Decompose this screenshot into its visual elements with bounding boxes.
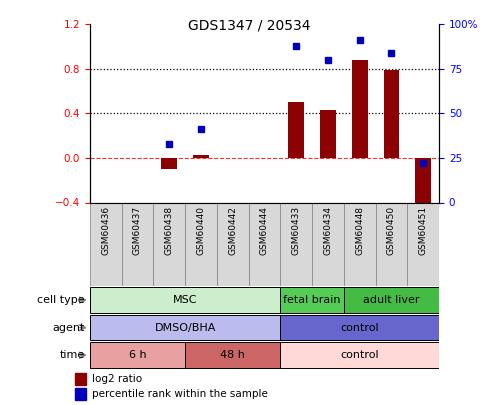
Bar <box>217 202 249 286</box>
Text: MSC: MSC <box>173 295 197 305</box>
Text: 6 h: 6 h <box>129 350 146 360</box>
Bar <box>90 342 185 368</box>
Bar <box>344 287 439 313</box>
Text: percentile rank within the sample: percentile rank within the sample <box>92 389 268 399</box>
Text: GSM60444: GSM60444 <box>260 206 269 255</box>
Bar <box>352 60 368 158</box>
Bar <box>90 315 280 341</box>
Text: GSM60442: GSM60442 <box>228 206 237 255</box>
Text: GSM60440: GSM60440 <box>197 206 206 255</box>
Text: control: control <box>340 323 379 333</box>
Text: GSM60434: GSM60434 <box>323 206 332 255</box>
Bar <box>90 287 280 313</box>
Bar <box>280 342 439 368</box>
Bar <box>384 70 399 158</box>
Bar <box>344 202 376 286</box>
Bar <box>193 155 209 158</box>
Bar <box>75 388 86 400</box>
Bar <box>415 158 431 208</box>
Text: agent: agent <box>52 323 85 333</box>
Bar <box>288 102 304 158</box>
Text: log2 ratio: log2 ratio <box>92 374 142 384</box>
Text: GSM60437: GSM60437 <box>133 206 142 255</box>
Bar <box>75 373 86 385</box>
Text: GSM60450: GSM60450 <box>387 206 396 255</box>
Text: GSM60451: GSM60451 <box>419 206 428 255</box>
Bar <box>153 202 185 286</box>
Text: adult liver: adult liver <box>363 295 420 305</box>
Text: GSM60436: GSM60436 <box>101 206 110 255</box>
Bar <box>280 287 344 313</box>
Text: GSM60438: GSM60438 <box>165 206 174 255</box>
Text: GDS1347 / 20534: GDS1347 / 20534 <box>188 18 311 32</box>
Text: cell type: cell type <box>37 295 85 305</box>
Text: DMSO/BHA: DMSO/BHA <box>154 323 216 333</box>
Text: GSM60448: GSM60448 <box>355 206 364 255</box>
Bar <box>185 342 280 368</box>
Bar <box>280 202 312 286</box>
Text: fetal brain: fetal brain <box>283 295 341 305</box>
Bar <box>312 202 344 286</box>
Text: time: time <box>59 350 85 360</box>
Bar <box>90 202 122 286</box>
Bar <box>249 202 280 286</box>
Text: 48 h: 48 h <box>220 350 245 360</box>
Bar <box>161 158 177 169</box>
Text: control: control <box>340 350 379 360</box>
Bar <box>185 202 217 286</box>
Bar <box>376 202 407 286</box>
Bar <box>320 110 336 158</box>
Bar <box>407 202 439 286</box>
Bar <box>122 202 153 286</box>
Bar <box>280 315 439 341</box>
Text: GSM60433: GSM60433 <box>292 206 301 255</box>
